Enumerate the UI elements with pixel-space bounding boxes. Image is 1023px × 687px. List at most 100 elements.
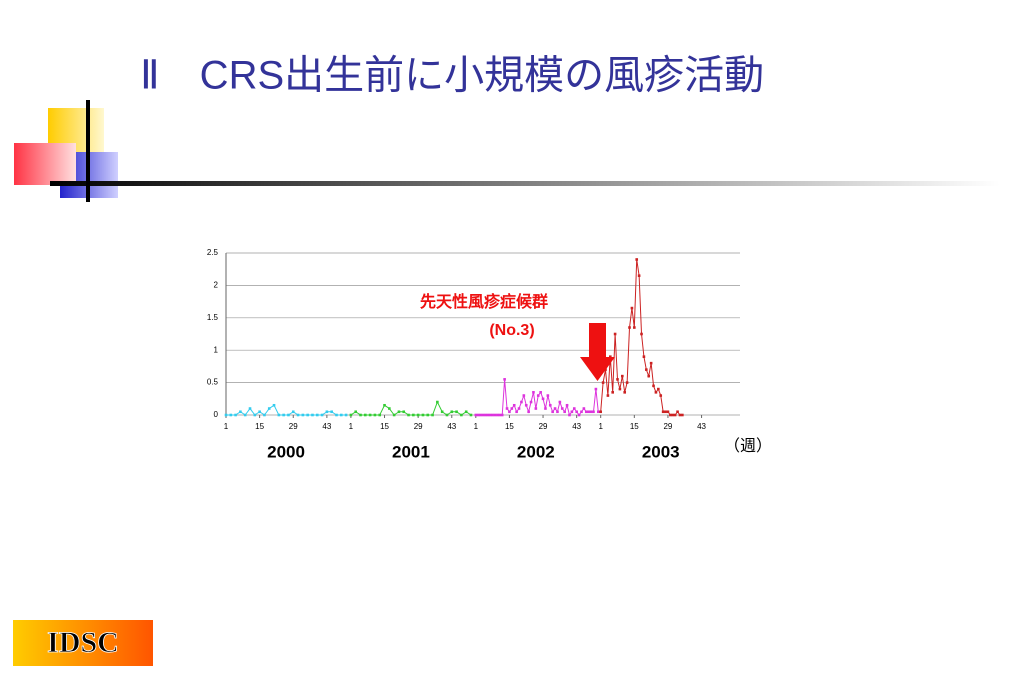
- point: [296, 413, 300, 417]
- point: [551, 410, 554, 414]
- x-tick-label: 43: [697, 422, 706, 431]
- y-tick-label: 2.5: [207, 248, 219, 257]
- point: [229, 413, 233, 417]
- point: [440, 410, 444, 414]
- point: [344, 413, 348, 417]
- point: [594, 387, 598, 391]
- point: [311, 413, 314, 417]
- point: [277, 413, 281, 417]
- year-label: 2002: [517, 442, 555, 461]
- point: [291, 410, 295, 414]
- point: [539, 391, 542, 394]
- point: [577, 413, 581, 417]
- point: [520, 400, 523, 404]
- point: [553, 407, 557, 410]
- point: [669, 413, 672, 417]
- point: [640, 332, 643, 336]
- point: [503, 378, 506, 381]
- arrow: [580, 323, 615, 381]
- point: [224, 413, 228, 417]
- point: [582, 407, 586, 410]
- point: [476, 413, 480, 417]
- point: [570, 410, 574, 414]
- point: [282, 413, 285, 417]
- point: [678, 413, 682, 417]
- point: [652, 384, 655, 388]
- point: [392, 413, 396, 417]
- point: [402, 410, 406, 414]
- point: [642, 355, 646, 358]
- point: [671, 413, 675, 417]
- point: [436, 400, 439, 404]
- slide-title: Ⅱ CRS出生前に小規模の風疹活動: [140, 54, 764, 98]
- point: [493, 413, 497, 417]
- point: [589, 410, 593, 414]
- point: [267, 407, 271, 410]
- point: [510, 407, 514, 410]
- point: [474, 413, 478, 417]
- point: [505, 407, 509, 410]
- point: [618, 387, 622, 391]
- x-axis-label: （週）: [724, 437, 772, 455]
- y-tick-label: 1.5: [207, 313, 219, 322]
- point: [647, 374, 651, 378]
- point: [534, 407, 538, 410]
- point: [601, 381, 605, 384]
- point: [616, 378, 619, 381]
- point: [272, 403, 276, 407]
- point: [258, 410, 261, 414]
- x-tick-label: 1: [349, 422, 354, 431]
- point: [654, 391, 658, 394]
- point: [306, 413, 309, 417]
- point: [599, 410, 602, 414]
- point: [558, 400, 562, 404]
- point: [445, 413, 449, 417]
- point: [460, 413, 463, 417]
- point: [397, 410, 401, 414]
- year-label: 2000: [267, 442, 305, 461]
- point: [388, 407, 391, 410]
- point: [536, 394, 540, 397]
- point: [450, 410, 454, 414]
- point: [243, 413, 247, 417]
- point: [325, 410, 329, 414]
- x-tick-label: 1: [474, 422, 479, 431]
- point: [546, 394, 550, 397]
- point: [676, 410, 679, 414]
- point: [416, 413, 420, 417]
- point: [253, 413, 257, 417]
- x-tick-label: 15: [380, 422, 389, 431]
- x-tick-label: 15: [255, 422, 264, 431]
- point: [431, 413, 434, 417]
- point: [606, 394, 610, 397]
- x-tick-label: 1: [598, 422, 603, 431]
- x-tick-label: 29: [414, 422, 423, 431]
- point: [611, 391, 615, 394]
- x-tick-label: 43: [447, 422, 456, 431]
- point: [354, 410, 358, 414]
- point: [635, 258, 639, 261]
- point: [522, 394, 526, 397]
- x-tick-label: 15: [505, 422, 514, 431]
- point: [645, 368, 648, 371]
- point: [484, 413, 487, 417]
- deco-rule: [50, 181, 1000, 186]
- point: [364, 413, 367, 417]
- point: [479, 413, 482, 417]
- point: [628, 326, 631, 329]
- point: [486, 413, 490, 417]
- series-line: [226, 404, 347, 416]
- point: [248, 407, 252, 410]
- point: [301, 413, 305, 417]
- point: [527, 410, 530, 414]
- point: [584, 410, 588, 414]
- point: [580, 410, 583, 414]
- point: [608, 355, 612, 358]
- point: [508, 410, 511, 414]
- x-tick-label: 1: [224, 422, 229, 431]
- point: [681, 413, 684, 417]
- point: [234, 413, 237, 417]
- point: [383, 403, 386, 407]
- point: [426, 413, 430, 417]
- point: [529, 400, 533, 404]
